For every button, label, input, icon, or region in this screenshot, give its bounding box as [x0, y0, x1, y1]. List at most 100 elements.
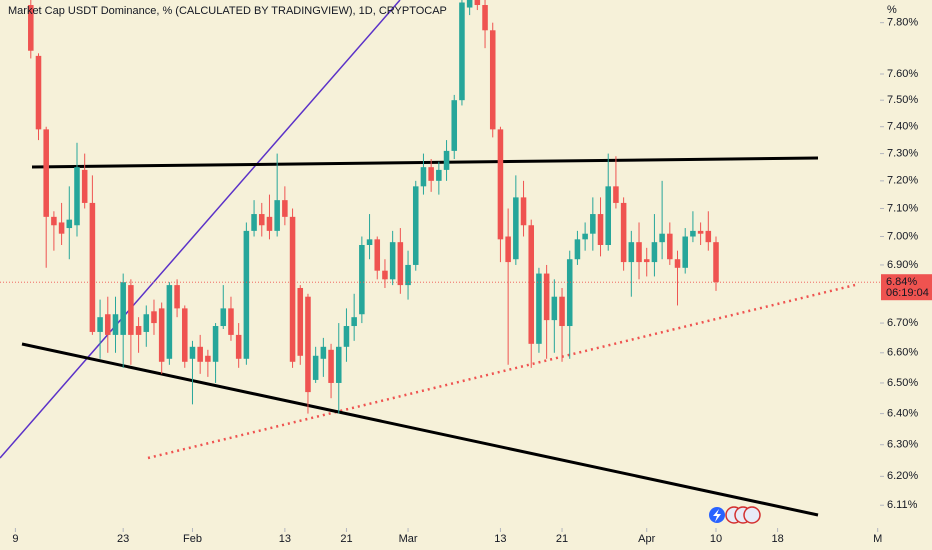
event-icons [709, 506, 761, 524]
candle-body [158, 308, 165, 362]
candle-body [258, 214, 265, 226]
y-tick-label: 6.40% [887, 408, 918, 420]
candles [28, 0, 719, 414]
candle-body [674, 259, 681, 268]
candle-body [112, 314, 119, 335]
candle-body [682, 236, 688, 268]
x-tick-label: 13 [494, 533, 506, 545]
candle-body [713, 242, 719, 283]
candle-body [143, 314, 150, 332]
candle-body [574, 239, 581, 260]
candle-body [436, 169, 442, 181]
candle-body [667, 233, 673, 260]
candle-body [58, 222, 65, 234]
candle-body [151, 311, 157, 324]
candle-body [189, 346, 196, 359]
candle-body [328, 349, 334, 383]
candle-body [97, 317, 103, 332]
candle-body [128, 285, 134, 335]
candle-body [474, 0, 481, 6]
candle-body [497, 129, 504, 240]
candle-body [405, 264, 411, 286]
candle-body [636, 242, 642, 263]
candle-body [120, 282, 126, 335]
y-tick-label: 7.10% [887, 202, 918, 214]
x-tick-label: 18 [771, 533, 783, 545]
y-tick-label: 6.60% [887, 347, 918, 359]
candle-body [235, 334, 242, 359]
candle-body [543, 273, 550, 321]
candle-body [536, 273, 542, 344]
x-tick-label: 21 [340, 533, 352, 545]
resistance-line [31, 156, 819, 169]
candle-body [374, 239, 381, 271]
candle-body [628, 242, 635, 263]
trend-line [0, 0, 401, 459]
candle-body [343, 326, 350, 347]
countdown: 06:19:04 [886, 287, 929, 299]
x-tick-label: 21 [556, 533, 568, 545]
candle-body [305, 296, 311, 393]
candle-body [243, 230, 250, 359]
candle-body [135, 326, 142, 335]
candle-body [643, 259, 650, 263]
candle-body [335, 346, 342, 383]
last-price-label: 6.84% [886, 276, 917, 288]
candle-body [105, 314, 111, 335]
drawings [0, 0, 856, 517]
candle-body [182, 308, 188, 362]
y-tick-label: 7.20% [887, 175, 918, 187]
y-unit: % [887, 4, 897, 16]
y-tick-label: 7.80% [887, 17, 918, 29]
candle-body [659, 233, 665, 243]
candle-body [197, 346, 203, 362]
y-tick-label: 7.00% [887, 230, 918, 242]
candle-body [251, 214, 257, 231]
candle-body [397, 242, 404, 286]
x-tick-label: M [873, 533, 882, 545]
y-tick-label: 6.50% [887, 377, 918, 389]
y-tick-label: 6.30% [887, 439, 918, 451]
chart-title: Market Cap USDT Dominance, % (CALCULATED… [8, 5, 447, 17]
candle-body [312, 355, 319, 380]
candle-body [551, 296, 558, 321]
candle-body [459, 2, 465, 101]
candle-body [43, 129, 49, 217]
axes: 6.11% 6.20% 6.30% 6.40% 6.50% 6.60% 6.70% 6.90%… [0, 17, 932, 545]
candle-body [620, 202, 627, 263]
candle-body [297, 287, 304, 356]
candle-body [205, 355, 211, 362]
candle-body [489, 30, 496, 130]
candle-body [566, 259, 573, 327]
candle-body [366, 239, 373, 245]
candle-body [28, 5, 34, 51]
candle-body [528, 225, 535, 344]
y-tick-label: 7.30% [887, 147, 918, 159]
candle-body [81, 169, 88, 203]
candle-body [266, 216, 273, 231]
candle-body [520, 197, 527, 226]
candle-body [282, 200, 288, 217]
y-tick-label: 6.70% [887, 317, 918, 329]
candle-body [582, 233, 588, 240]
y-tick-label: 6.90% [887, 259, 918, 271]
candle-body [613, 186, 619, 203]
candle-body [690, 230, 696, 237]
candle-body [166, 285, 173, 359]
candle-body [174, 285, 180, 309]
candle-body [482, 5, 488, 31]
y-tick-label: 7.50% [887, 94, 918, 106]
candle-body [220, 308, 227, 327]
candle-body [451, 100, 458, 151]
candle-body [228, 308, 234, 335]
candle-body [382, 270, 388, 280]
candle-body [74, 167, 80, 226]
candle-body [466, 0, 473, 8]
last-price-tag [881, 274, 932, 301]
y-tick-label: 7.60% [887, 68, 918, 80]
candle-body [651, 242, 658, 263]
candle-body [428, 167, 434, 181]
